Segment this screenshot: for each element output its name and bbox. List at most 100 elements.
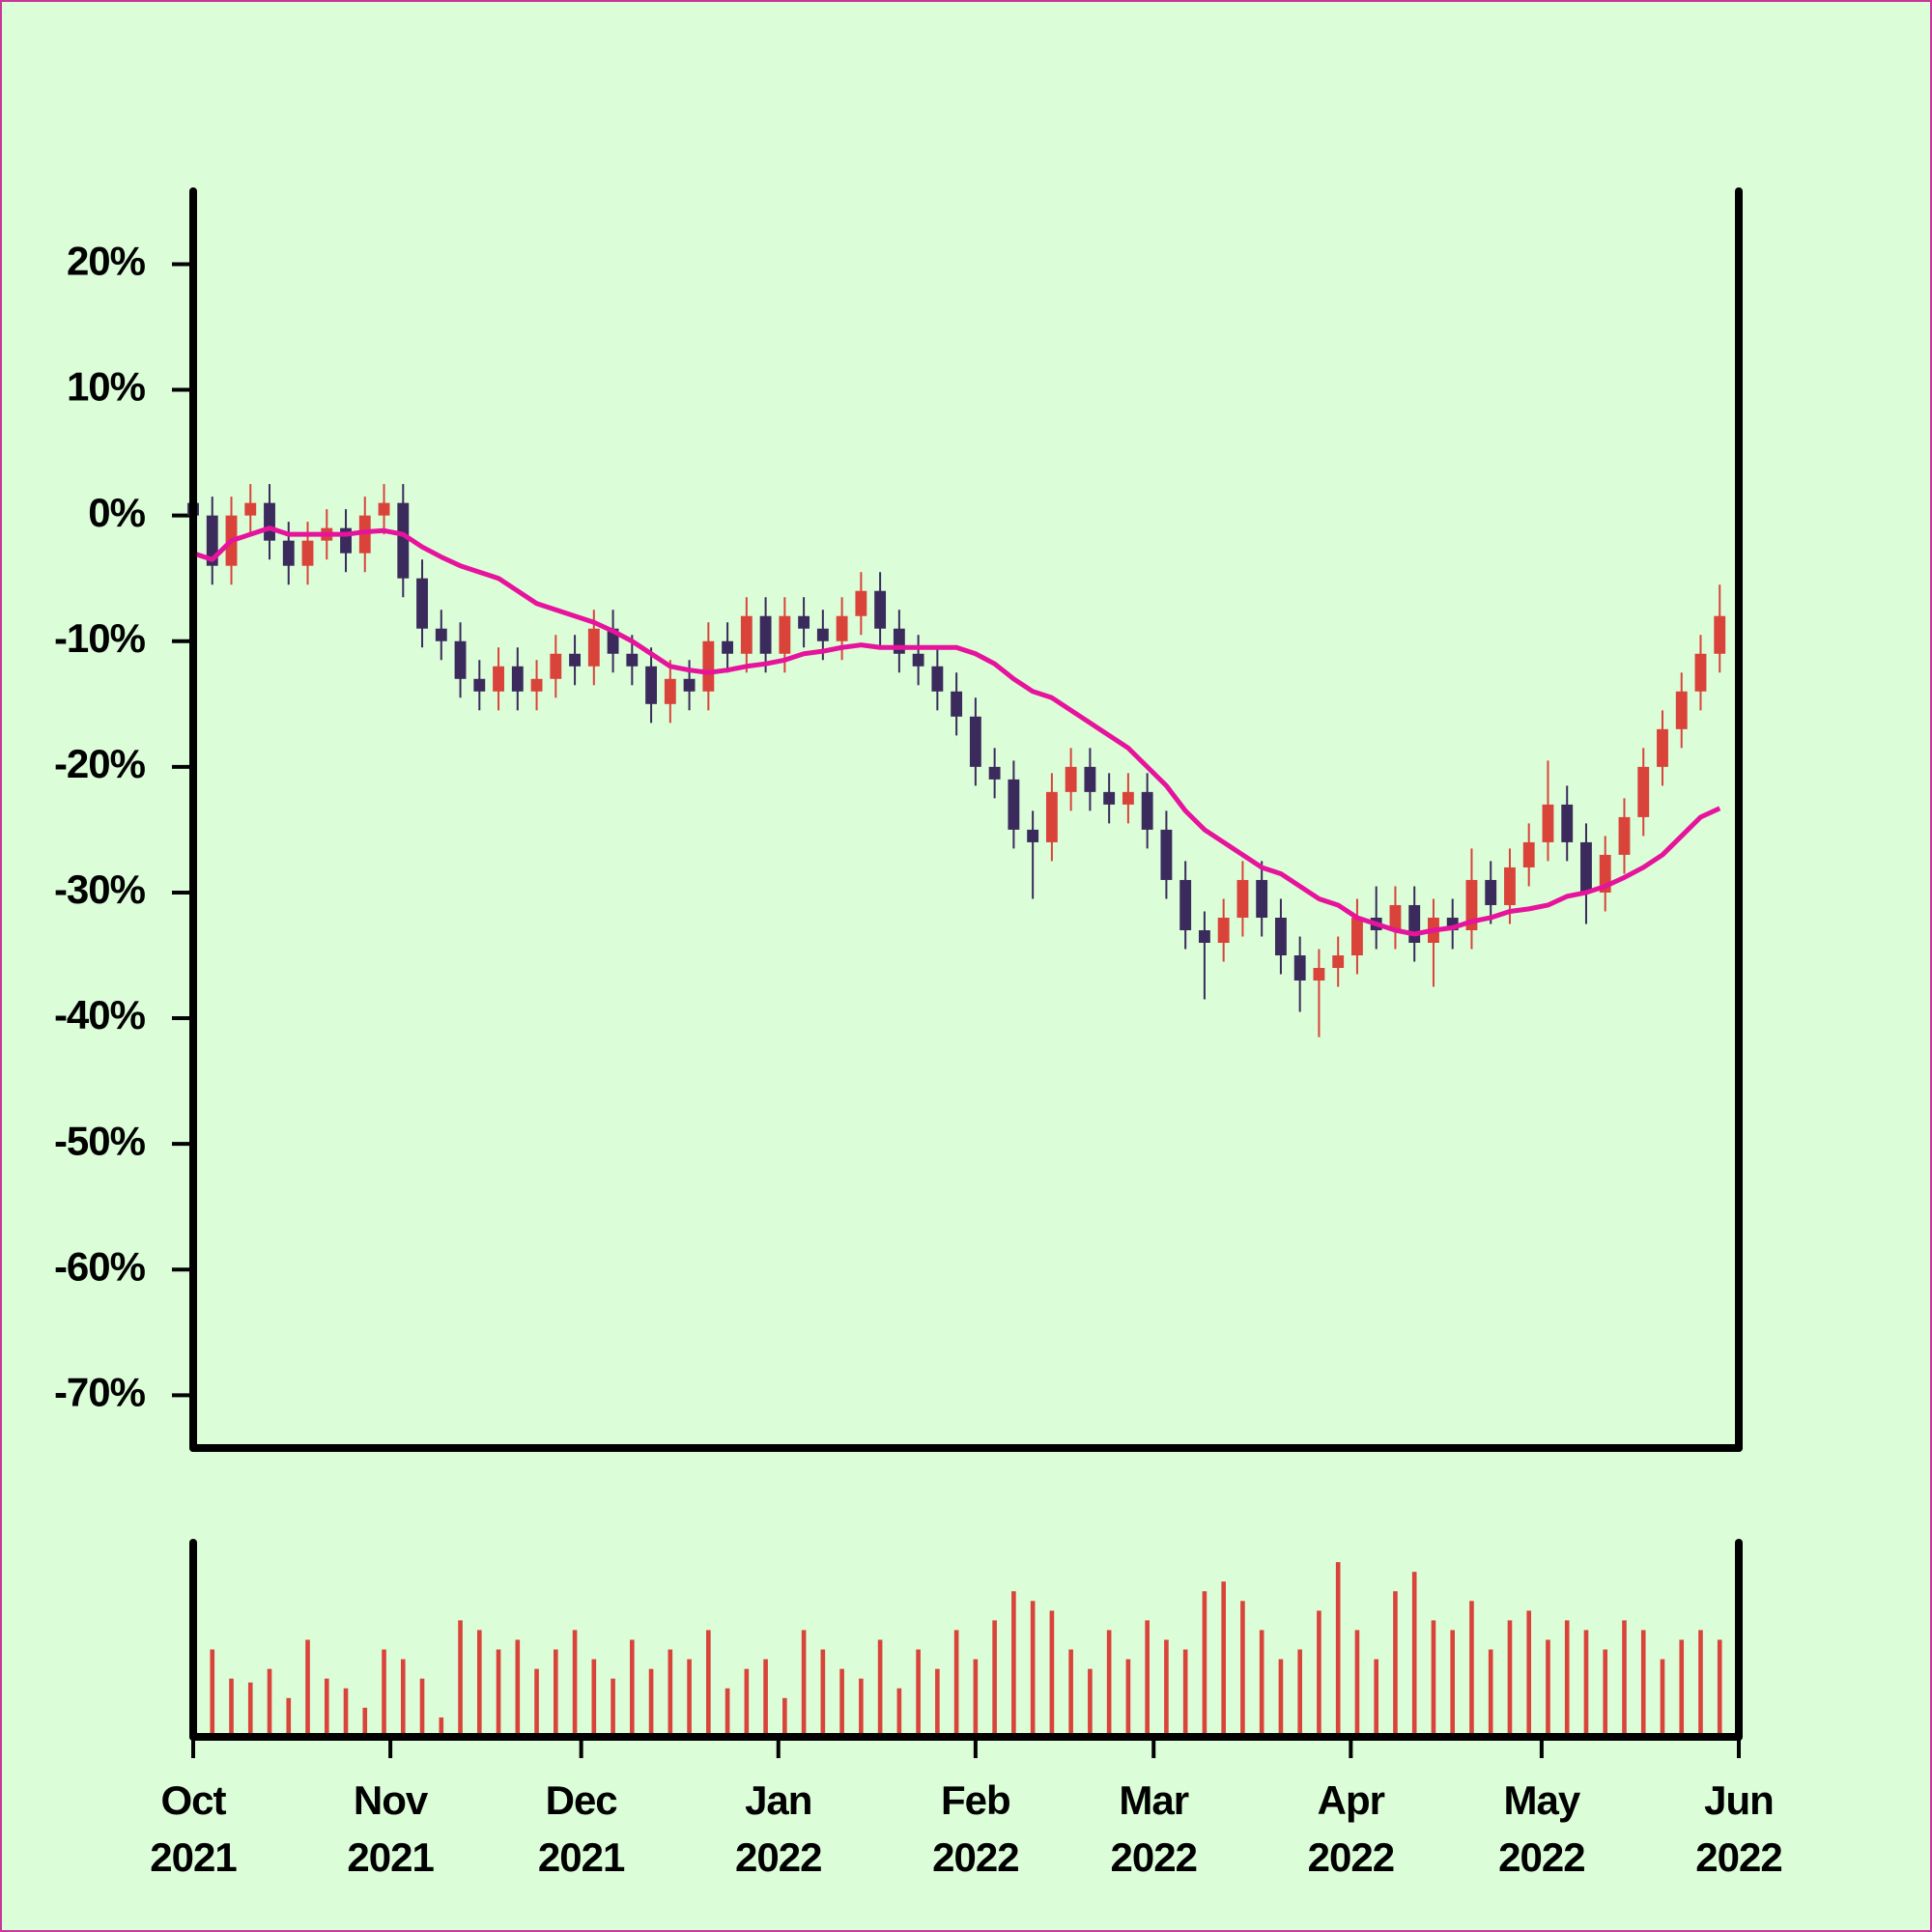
moving-average-line [192,526,1721,937]
x-tick-label-line: Nov [354,1777,429,1823]
candle-body [416,578,428,629]
volume-bar [1411,1572,1417,1737]
candle-body [1332,955,1345,969]
x-tick-label-line: Jan [745,1777,811,1823]
candle-body [607,628,619,654]
y-tick-label: 10% [67,364,146,410]
volume-bar [1068,1649,1073,1737]
volume-bar [611,1678,615,1737]
y-tick-label: 0% [88,490,145,535]
volume-bar [554,1649,558,1737]
candle-body [1657,728,1668,767]
candle-body [1103,791,1116,805]
candle-body [836,615,848,641]
volume-bar [763,1659,768,1737]
candle-body [397,502,410,579]
candle-body [206,515,218,566]
candle-body [1446,917,1459,930]
volume-bar [1221,1581,1226,1737]
volume-bar [877,1639,883,1737]
candle-body [1599,854,1611,893]
x-tick-label-line: 2022 [1695,1834,1781,1880]
volume-bar [782,1697,787,1737]
volume-bar [1202,1591,1208,1737]
candle-body [1522,841,1535,867]
volume-bar [1679,1639,1685,1737]
volume-bar [1546,1639,1550,1737]
candle-body [855,590,867,616]
volume-bar [286,1697,292,1737]
candle-body [1485,879,1497,905]
candle-body [1179,879,1192,930]
volume-bar [382,1649,386,1737]
candle-body [454,640,467,679]
volume-bar [1469,1601,1474,1737]
x-tick-label-line: May [1504,1777,1581,1823]
volume-bar [1182,1649,1188,1737]
volume-bar [1278,1659,1284,1737]
volume-bar [1526,1610,1532,1737]
candle-body [1408,904,1421,943]
candle-body [301,540,314,566]
candle-body [626,653,639,667]
candle-body [1714,615,1726,654]
volume-bar [668,1649,673,1737]
y-tick-label: -30% [54,867,146,912]
candle-body [340,527,352,554]
candle-body [759,615,772,654]
candle-body [1465,879,1478,930]
volume-bar [1640,1630,1646,1737]
volume-bar [458,1620,463,1737]
x-tick-label: Jan 2022 [735,1777,821,1880]
candle-body [1351,917,1363,956]
candle-body [702,640,715,692]
volume-bar [362,1707,368,1737]
candle-body [1694,653,1707,692]
candle-body [282,540,295,566]
candle-body [587,628,600,667]
volume-bar [1259,1630,1264,1737]
candle-body [1065,766,1077,792]
candle-body [722,640,734,654]
volume-bar [1164,1639,1169,1737]
volume-bar [1660,1659,1665,1737]
volume-bar [1603,1649,1608,1737]
y-tick-label: -40% [54,992,146,1037]
volume-bar [496,1649,501,1737]
volume-bar [1488,1649,1493,1737]
candle-body [912,653,924,667]
volume-bar [916,1649,921,1737]
candle-body [683,678,696,692]
candle-body [874,590,887,629]
candle-body [264,502,275,541]
volume-bar [210,1649,215,1737]
x-tick-label: Feb 2022 [932,1777,1018,1880]
candle-body [969,716,981,767]
volume-bar [1450,1630,1456,1737]
candle-body [1389,904,1402,930]
candle-body [931,666,944,692]
x-tick-label: May 2022 [1498,1777,1584,1880]
volume-bar [1106,1630,1112,1737]
volume-bar [1354,1630,1360,1737]
y-tick-label: 20% [67,239,146,284]
volume-bar [343,1688,349,1737]
candle-body [569,653,581,667]
volume-bar [973,1659,979,1737]
candle-body [1236,879,1249,918]
candle-body [511,666,524,692]
volume-bar [1125,1659,1131,1737]
volume-bar [953,1630,959,1737]
candle-body [1160,829,1173,880]
candle-body [1675,691,1688,729]
volume-bar [1564,1620,1570,1737]
volume-bar [591,1659,597,1737]
y-tick-label: -60% [54,1243,146,1289]
x-tick-label: Dec 2021 [538,1777,625,1880]
volume-bar [1507,1620,1513,1737]
candle-body [1580,841,1592,893]
volume-bar [1088,1668,1093,1737]
candle-body [1256,879,1268,918]
